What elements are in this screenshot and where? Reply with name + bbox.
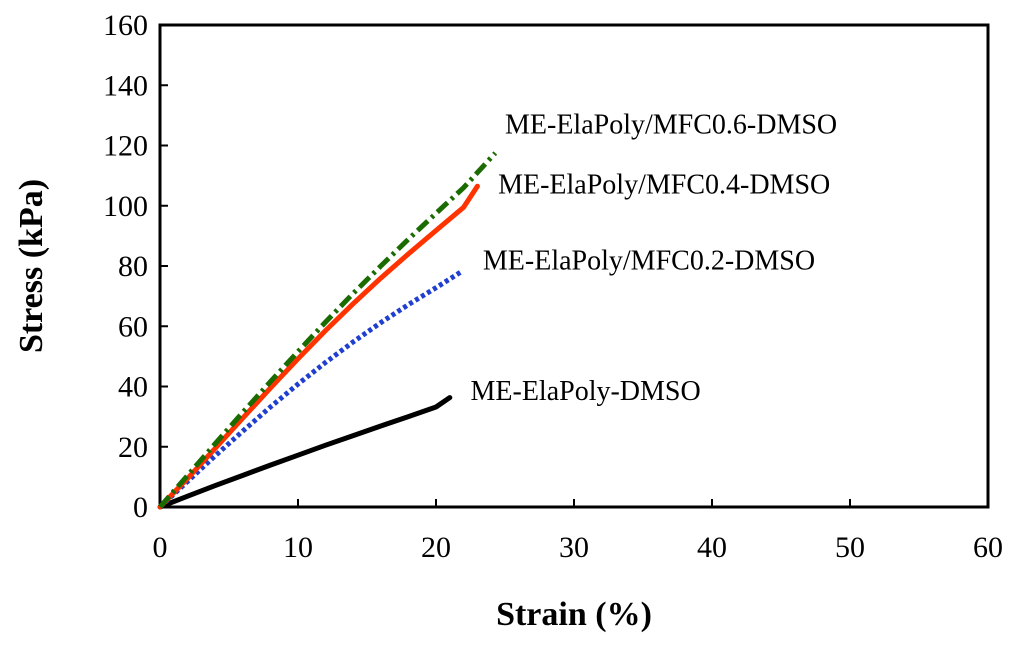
x-axis-ticks: 0 10 20 30 40 50 60 (153, 499, 1003, 564)
x-tick-label: 30 (559, 531, 589, 564)
x-tick-label: 50 (835, 531, 865, 564)
series-label: ME-ElaPoly/MFC0.4-DMSO (498, 170, 830, 201)
series-labels: ME-ElaPoly/MFC0.6-DMSO ME-ElaPoly/MFC0.4-… (471, 109, 838, 407)
y-axis-ticks: 0 20 40 60 80 100 120 140 160 (103, 9, 168, 524)
y-tick-label: 40 (118, 371, 148, 404)
y-tick-label: 120 (103, 130, 148, 163)
y-tick-label: 60 (118, 310, 148, 343)
y-tick-label: 20 (118, 431, 148, 464)
y-tick-label: 80 (118, 250, 148, 283)
series-label: ME-ElaPoly-DMSO (471, 376, 701, 407)
series-label: ME-ElaPoly/MFC0.6-DMSO (505, 109, 837, 140)
x-tick-label: 40 (697, 531, 727, 564)
series-line (158, 269, 463, 509)
series-line (158, 151, 498, 509)
x-axis-title: Strain (%) (496, 596, 652, 633)
series-label: ME-ElaPoly/MFC0.2-DMSO (483, 246, 815, 277)
y-tick-label: 160 (103, 9, 148, 42)
series-line (157, 183, 480, 510)
y-tick-label: 0 (133, 491, 148, 524)
x-tick-label: 60 (973, 531, 1003, 564)
series-line (157, 395, 453, 510)
y-tick-label: 140 (103, 69, 148, 102)
y-tick-label: 100 (103, 190, 148, 223)
x-tick-label: 20 (421, 531, 451, 564)
x-tick-label: 10 (283, 531, 313, 564)
series-lines (157, 151, 498, 510)
x-tick-label: 0 (153, 531, 168, 564)
y-axis-title: Stress (kPa) (13, 179, 50, 353)
